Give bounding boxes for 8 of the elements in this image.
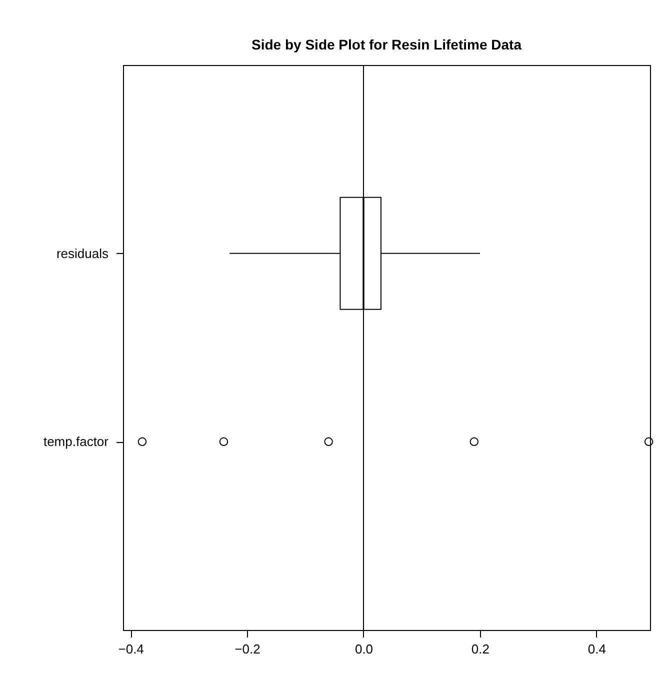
chart-title: Side by Side Plot for Resin Lifetime Data: [252, 36, 522, 52]
x-tick-label: −0.2: [234, 642, 260, 656]
x-tick-label: −0.4: [118, 642, 144, 656]
y-tick-label: temp.factor: [43, 434, 110, 450]
x-tick-label: 0.0: [354, 642, 374, 656]
y-tick-label: residuals: [56, 246, 109, 261]
x-tick-label: 0.2: [471, 642, 490, 656]
x-tick-label: 0.4: [588, 642, 606, 656]
